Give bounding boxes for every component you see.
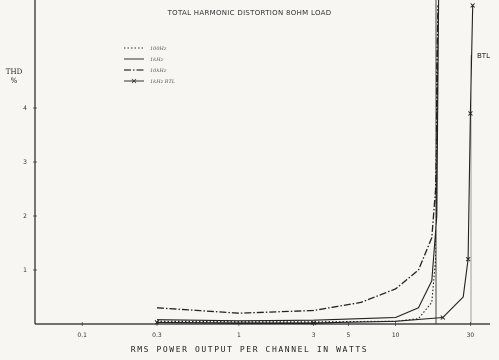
- btl-annotation: BTL: [477, 52, 490, 60]
- series-line-0: [156, 5, 439, 323]
- series-marker: [154, 320, 160, 325]
- series-marker: [440, 315, 446, 320]
- series-marker: [311, 320, 317, 326]
- series-marker: [470, 3, 475, 8]
- legend-label: 100Hz: [150, 46, 167, 52]
- series-line-3: [156, 5, 474, 324]
- legend-label: 1kHz: [150, 57, 164, 63]
- x-tick-label: 0.3: [152, 332, 162, 339]
- series-line-2: [156, 5, 439, 314]
- axes: [34, 0, 490, 325]
- x-tick-label: 10: [392, 332, 400, 339]
- legend-label: 1kHz BTL: [150, 79, 176, 85]
- x-axis-label: RMS POWER OUTPUT PER CHANNEL IN WATTS: [130, 345, 369, 354]
- x-tick-label: 1: [237, 332, 241, 339]
- x-tick-label: 5: [347, 332, 351, 339]
- tick-labels: 0.1 0.3 1 3 5 10 30 1 2 3 4: [23, 105, 474, 339]
- series-line-1: [156, 0, 440, 322]
- chart-title: TOTAL HARMONIC DISTORTION 8OHM LOAD: [167, 9, 332, 17]
- y-axis-label: THD %: [5, 68, 23, 85]
- y-tick-label: 3: [23, 159, 27, 166]
- y-tick-label: 2: [23, 213, 27, 220]
- x-tick-label: 30: [467, 332, 475, 339]
- y-tick-label: 4: [23, 105, 27, 112]
- series-marker: [468, 111, 473, 116]
- series-lines: [154, 0, 475, 326]
- legend-marker: [131, 78, 137, 84]
- legend-label: 10kHz: [150, 68, 167, 74]
- y-tick-label: 1: [23, 267, 27, 274]
- legend: 100Hz 1kHz 10kHz 1kHz BTL: [124, 46, 176, 85]
- x-tick-label: 0.1: [77, 332, 87, 339]
- x-tick-label: 3: [312, 332, 316, 339]
- series-marker: [465, 256, 471, 262]
